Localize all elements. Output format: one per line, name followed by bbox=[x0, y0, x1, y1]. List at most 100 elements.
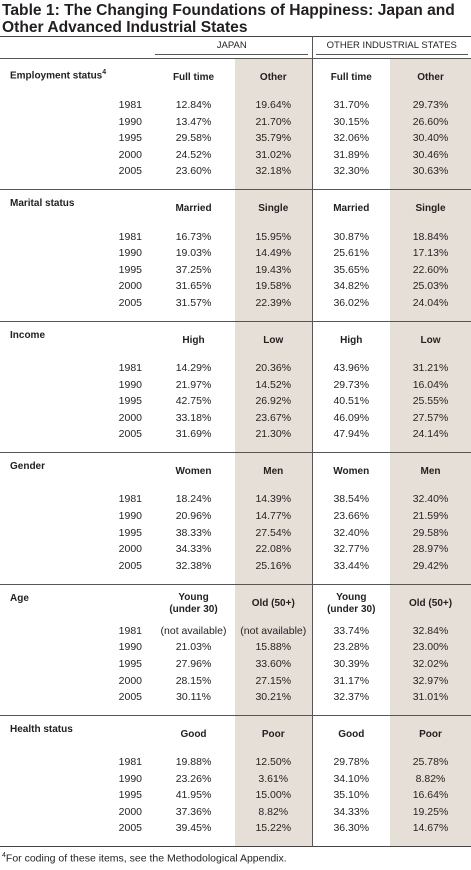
value-cell: 33.60% bbox=[235, 655, 313, 673]
column-header: Young (under 30) bbox=[311, 583, 391, 623]
column-header: Good bbox=[311, 714, 391, 754]
empty-cell bbox=[0, 820, 100, 847]
value-cell: 23.60% bbox=[175, 165, 212, 178]
empty-cell bbox=[0, 754, 100, 771]
column-header: Low bbox=[390, 320, 471, 360]
value-cell: 27.57% bbox=[390, 409, 471, 427]
value-cell: 37.25% bbox=[175, 263, 212, 276]
year: 1981 bbox=[118, 624, 142, 637]
value-cell: 24.14% bbox=[390, 426, 471, 453]
empty-cell bbox=[0, 245, 100, 262]
empty-cell bbox=[0, 376, 100, 393]
data-row: 2000 24.52% 31.02% 31.89% 30.46% bbox=[0, 146, 471, 164]
group-label: JAPAN bbox=[155, 40, 309, 55]
value-cell: 34.33% bbox=[311, 803, 391, 821]
value-cell: 31.02% bbox=[235, 146, 313, 164]
column-header: Women bbox=[152, 452, 235, 492]
value-cell: 38.54% bbox=[311, 491, 391, 508]
column-header: Other bbox=[390, 58, 471, 97]
empty-cell bbox=[0, 37, 152, 59]
section-header-row: Age Young (under 30) Old (50+) Young (under… bbox=[0, 583, 471, 623]
year: 2005 bbox=[118, 428, 142, 441]
empty-cell bbox=[0, 623, 100, 640]
year: 1981 bbox=[118, 756, 142, 769]
value-cell: 32.02% bbox=[390, 655, 471, 673]
value-cell: 27.54% bbox=[235, 524, 313, 541]
value-cell: 21.30% bbox=[235, 426, 313, 453]
year: 1981 bbox=[118, 230, 142, 243]
value-cell: 30.63% bbox=[390, 163, 471, 190]
value-cell: 37.36% bbox=[175, 805, 212, 818]
data-row: 2000 31.65% 19.58% 34.82% 25.03% bbox=[0, 278, 471, 295]
column-header: High bbox=[152, 320, 235, 360]
column-header: Full time bbox=[152, 58, 235, 97]
value-cell: 31.17% bbox=[311, 672, 391, 689]
empty-cell bbox=[0, 97, 100, 114]
data-row: 2005 32.38% 25.16% 33.44% 29.42% bbox=[0, 557, 471, 584]
value-cell: 17.13% bbox=[390, 244, 471, 262]
year: 1981 bbox=[118, 493, 142, 506]
year: 2000 bbox=[118, 149, 142, 162]
column-header: Good bbox=[152, 714, 235, 754]
value-cell: 46.09% bbox=[311, 409, 391, 427]
value-cell: 35.10% bbox=[311, 787, 391, 804]
year: 2000 bbox=[118, 280, 142, 293]
data-row: 2005 30.11% 30.21% 32.37% 31.01% bbox=[0, 688, 471, 716]
value-cell: 42.75% bbox=[175, 395, 212, 408]
value-cell: 14.39% bbox=[235, 491, 313, 508]
section-label: Marital status bbox=[10, 198, 75, 210]
year: 1995 bbox=[118, 132, 142, 145]
year: 2005 bbox=[118, 165, 142, 178]
value-cell: 8.82% bbox=[235, 803, 313, 821]
empty-cell bbox=[0, 393, 100, 410]
value-cell: 33.18% bbox=[175, 411, 212, 424]
year: 1995 bbox=[118, 657, 142, 670]
value-cell: 8.82% bbox=[390, 770, 471, 788]
value-cell: 40.51% bbox=[311, 392, 391, 410]
value-cell: 34.10% bbox=[311, 770, 391, 788]
value-cell: 24.04% bbox=[390, 294, 471, 322]
data-row: 1995 27.96% 33.60% 30.39% 32.02% bbox=[0, 655, 471, 673]
data-row: 1990 13.47% 21.70% 30.15% 26.60% bbox=[0, 113, 471, 131]
year: 2005 bbox=[118, 822, 142, 835]
year: 1995 bbox=[118, 526, 142, 539]
section-label: Income bbox=[10, 329, 46, 341]
column-header: Poor bbox=[390, 714, 471, 754]
value-cell: 20.96% bbox=[175, 510, 212, 523]
section-label-cell: Health status bbox=[0, 714, 152, 754]
value-cell: 31.21% bbox=[390, 359, 471, 377]
value-cell: 36.30% bbox=[311, 820, 391, 847]
column-header: High bbox=[311, 320, 391, 360]
value-cell: 18.84% bbox=[390, 228, 471, 245]
value-cell: 25.61% bbox=[311, 244, 391, 262]
value-cell: 31.69% bbox=[175, 428, 212, 441]
value-cell: 30.39% bbox=[311, 655, 391, 673]
value-cell: 30.21% bbox=[235, 688, 313, 716]
column-header: Women bbox=[311, 452, 391, 492]
column-header: Single bbox=[235, 189, 313, 229]
year: 1995 bbox=[118, 263, 142, 276]
value-cell: 20.36% bbox=[235, 359, 313, 377]
year: 1990 bbox=[118, 247, 142, 260]
value-cell: 30.40% bbox=[390, 130, 471, 147]
value-cell: 16.04% bbox=[390, 376, 471, 393]
value-cell: 16.64% bbox=[390, 787, 471, 804]
data-row: 1995 38.33% 27.54% 32.40% 29.58% bbox=[0, 524, 471, 541]
value-cell: 32.30% bbox=[311, 163, 391, 190]
value-cell: 25.03% bbox=[390, 278, 471, 295]
value-cell: 29.58% bbox=[175, 132, 212, 145]
value-cell: 12.50% bbox=[235, 753, 313, 771]
data-row: 1981 19.88% 12.50% 29.78% 25.78% bbox=[0, 753, 471, 771]
value-cell: 28.15% bbox=[175, 674, 212, 687]
value-cell: 22.08% bbox=[235, 540, 313, 558]
value-cell: 32.97% bbox=[390, 672, 471, 689]
empty-cell bbox=[0, 770, 100, 787]
section-label-cell: Income bbox=[0, 320, 152, 360]
year: 2005 bbox=[118, 559, 142, 572]
column-header: Young (under 30) bbox=[152, 583, 235, 623]
data-row: 1990 19.03% 14.49% 25.61% 17.13% bbox=[0, 244, 471, 262]
empty-cell bbox=[0, 228, 100, 245]
empty-cell bbox=[0, 491, 100, 508]
value-cell: 29.58% bbox=[390, 524, 471, 541]
